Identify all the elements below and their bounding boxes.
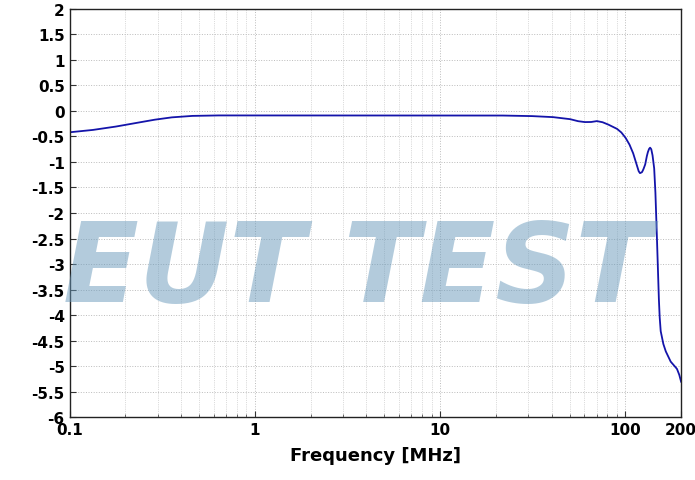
Text: EUT TEST: EUT TEST [63,217,651,324]
X-axis label: Frequency [MHz]: Frequency [MHz] [290,446,461,464]
